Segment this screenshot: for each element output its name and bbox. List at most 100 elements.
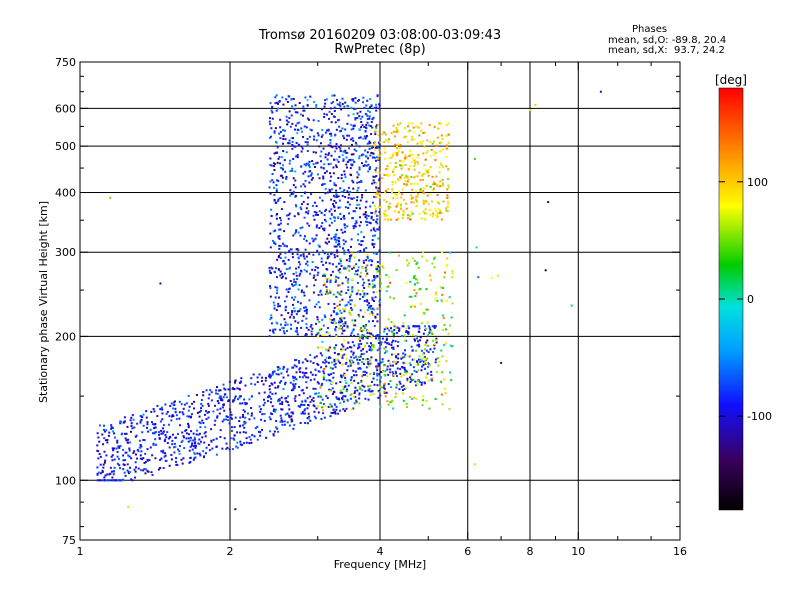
data-point — [390, 327, 393, 330]
data-point — [322, 402, 325, 405]
data-point — [180, 440, 183, 443]
data-point — [286, 421, 289, 424]
data-point — [272, 408, 275, 411]
data-point — [210, 399, 213, 402]
data-point — [361, 196, 364, 199]
data-point — [436, 215, 439, 218]
data-point — [322, 177, 325, 180]
data-point — [277, 236, 280, 239]
data-point — [329, 172, 332, 175]
data-point — [320, 293, 323, 296]
data-point — [393, 329, 396, 332]
data-point — [292, 192, 295, 195]
data-point — [429, 185, 432, 188]
data-point — [337, 353, 340, 356]
data-point — [319, 291, 322, 294]
data-point — [276, 258, 279, 261]
data-point — [339, 258, 342, 261]
data-point — [258, 392, 261, 395]
data-point — [272, 230, 275, 233]
data-point — [358, 136, 361, 139]
data-point — [419, 189, 422, 192]
data-point — [441, 328, 444, 331]
data-point — [135, 466, 138, 469]
data-point — [279, 162, 282, 165]
data-point — [353, 197, 356, 200]
data-point — [343, 398, 346, 401]
data-point — [301, 411, 304, 414]
data-point — [228, 422, 231, 425]
data-point — [321, 134, 324, 137]
data-point — [248, 418, 251, 421]
data-point — [232, 399, 235, 402]
data-point — [142, 469, 145, 472]
data-point — [429, 165, 432, 168]
data-point — [329, 379, 332, 382]
data-point — [374, 133, 377, 136]
data-point — [473, 158, 476, 161]
data-point — [385, 326, 388, 329]
data-point — [323, 282, 326, 285]
data-point — [296, 310, 299, 313]
data-point — [416, 175, 419, 178]
data-point — [395, 383, 398, 386]
data-point — [379, 380, 382, 383]
data-point — [142, 424, 145, 427]
data-point — [317, 244, 320, 247]
data-point — [144, 472, 147, 475]
data-point — [298, 361, 301, 364]
data-point — [326, 288, 329, 291]
data-point — [368, 345, 371, 348]
data-point — [124, 474, 127, 477]
data-point — [295, 283, 298, 286]
data-point — [337, 195, 340, 198]
data-point — [164, 434, 167, 437]
data-point — [268, 373, 271, 376]
data-point — [358, 168, 361, 171]
data-point — [434, 398, 437, 401]
data-point — [352, 99, 355, 102]
data-point — [175, 414, 178, 417]
data-point — [305, 381, 308, 384]
data-point — [198, 438, 201, 441]
data-point — [324, 359, 327, 362]
data-point — [324, 171, 327, 174]
data-point — [375, 290, 378, 293]
data-point — [348, 251, 351, 254]
data-point — [333, 183, 336, 186]
data-point — [331, 203, 334, 206]
data-point — [336, 291, 339, 294]
data-point — [279, 216, 282, 219]
data-point — [290, 283, 293, 286]
data-point — [256, 381, 259, 384]
data-point — [293, 284, 296, 287]
data-point — [309, 379, 312, 382]
data-point — [371, 334, 374, 337]
data-point — [331, 367, 334, 370]
data-point — [368, 124, 371, 127]
data-point — [323, 105, 326, 108]
data-point — [378, 228, 381, 231]
data-point — [239, 443, 242, 446]
data-point — [250, 377, 253, 380]
data-point — [275, 419, 278, 422]
data-point — [343, 374, 346, 377]
data-point — [137, 467, 140, 470]
data-point — [271, 392, 274, 395]
data-point — [339, 374, 342, 377]
data-point — [325, 113, 328, 116]
data-point — [215, 453, 218, 456]
data-point — [400, 207, 403, 210]
data-point — [171, 433, 174, 436]
data-point — [249, 438, 252, 441]
data-point — [335, 196, 338, 199]
data-point — [366, 272, 369, 275]
data-point — [356, 281, 359, 284]
data-point — [312, 276, 315, 279]
data-point — [318, 245, 321, 248]
data-point — [137, 450, 140, 453]
data-point — [344, 267, 347, 270]
data-point — [376, 366, 379, 369]
data-point — [218, 389, 221, 392]
data-point — [348, 309, 351, 312]
